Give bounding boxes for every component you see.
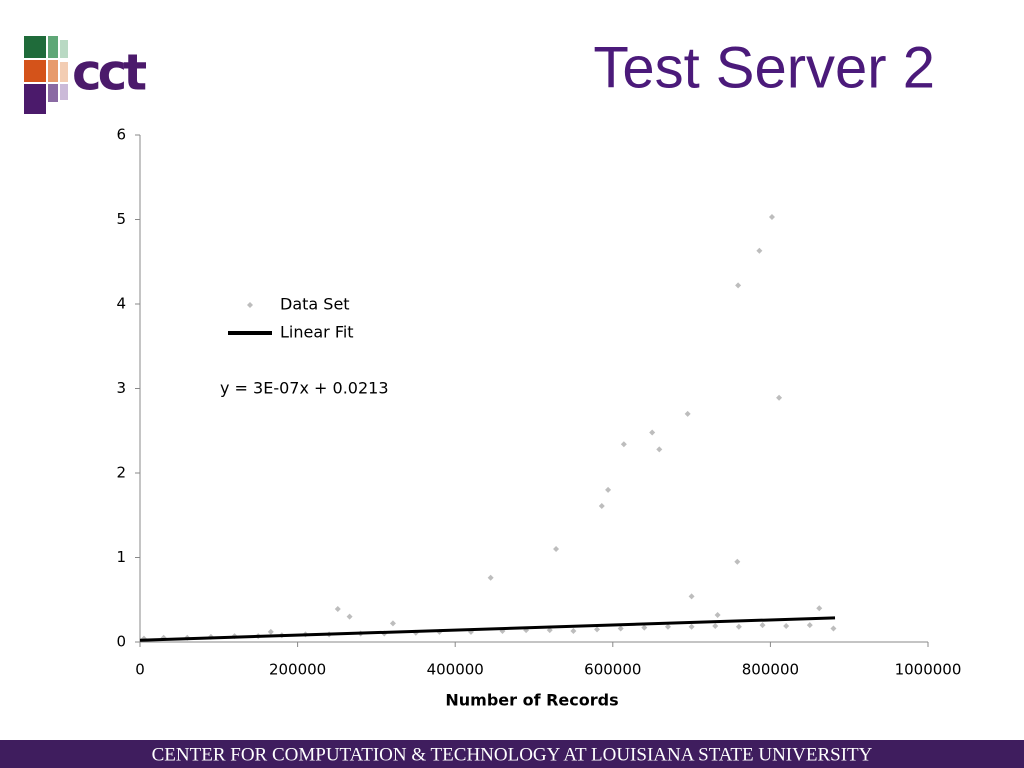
data-point	[605, 486, 612, 493]
data-point	[617, 625, 624, 632]
data-point	[756, 247, 763, 254]
y-tick-label: 5	[116, 210, 126, 228]
x-axis-label: Number of Records	[445, 691, 618, 710]
data-point	[594, 626, 601, 633]
data-point	[734, 558, 741, 565]
y-tick-label: 0	[116, 633, 126, 651]
data-point	[776, 394, 783, 401]
data-point	[487, 574, 494, 581]
x-tick-label: 600000	[584, 661, 641, 679]
data-point	[664, 623, 671, 630]
y-tick-label: 4	[116, 295, 126, 313]
data-point	[389, 620, 396, 627]
x-tick-label: 1000000	[895, 661, 962, 679]
data-point	[783, 622, 790, 629]
data-point	[759, 622, 766, 629]
legend-swatch	[247, 302, 253, 308]
data-point	[553, 546, 560, 553]
data-point	[768, 213, 775, 220]
data-point	[570, 628, 577, 635]
y-tick-label: 3	[116, 379, 126, 397]
data-point	[735, 623, 742, 630]
data-point	[735, 282, 742, 289]
legend-label: Linear Fit	[280, 323, 354, 342]
data-point	[346, 613, 353, 620]
data-point	[641, 624, 648, 631]
data-point	[830, 625, 837, 632]
x-tick-label: 400000	[427, 661, 484, 679]
data-point	[620, 441, 627, 448]
logo-text: cct	[72, 44, 146, 102]
data-point	[688, 623, 695, 630]
footer-text: CENTER FOR COMPUTATION & TECHNOLOGY AT L…	[152, 744, 873, 765]
data-point	[598, 502, 605, 509]
data-point	[546, 627, 553, 634]
data-point	[688, 593, 695, 600]
data-point	[267, 628, 274, 635]
data-point	[712, 622, 719, 629]
logo: cct	[24, 36, 150, 114]
data-point	[714, 611, 721, 618]
x-tick-label: 800000	[742, 661, 799, 679]
legend-label: Data Set	[280, 295, 350, 314]
x-tick-label: 0	[135, 661, 145, 679]
chart: 0 1 2 3 4 5 6 0 200000 400000 600000 800000 1000000 N…	[116, 126, 961, 710]
y-tick-label: 1	[116, 548, 126, 566]
data-point	[684, 410, 691, 417]
slide-title: Test Server 2	[593, 35, 935, 100]
fit-equation: y = 3E-07x + 0.0213	[220, 379, 389, 398]
data-point	[816, 605, 823, 612]
y-tick-label: 2	[116, 464, 126, 482]
data-point	[334, 606, 341, 613]
data-point	[649, 429, 656, 436]
data-point	[806, 622, 813, 629]
x-tick-label: 200000	[269, 661, 326, 679]
footer-bar	[0, 740, 1024, 768]
data-point	[656, 446, 663, 453]
fit-line	[139, 616, 836, 642]
y-tick-label: 6	[116, 126, 126, 144]
